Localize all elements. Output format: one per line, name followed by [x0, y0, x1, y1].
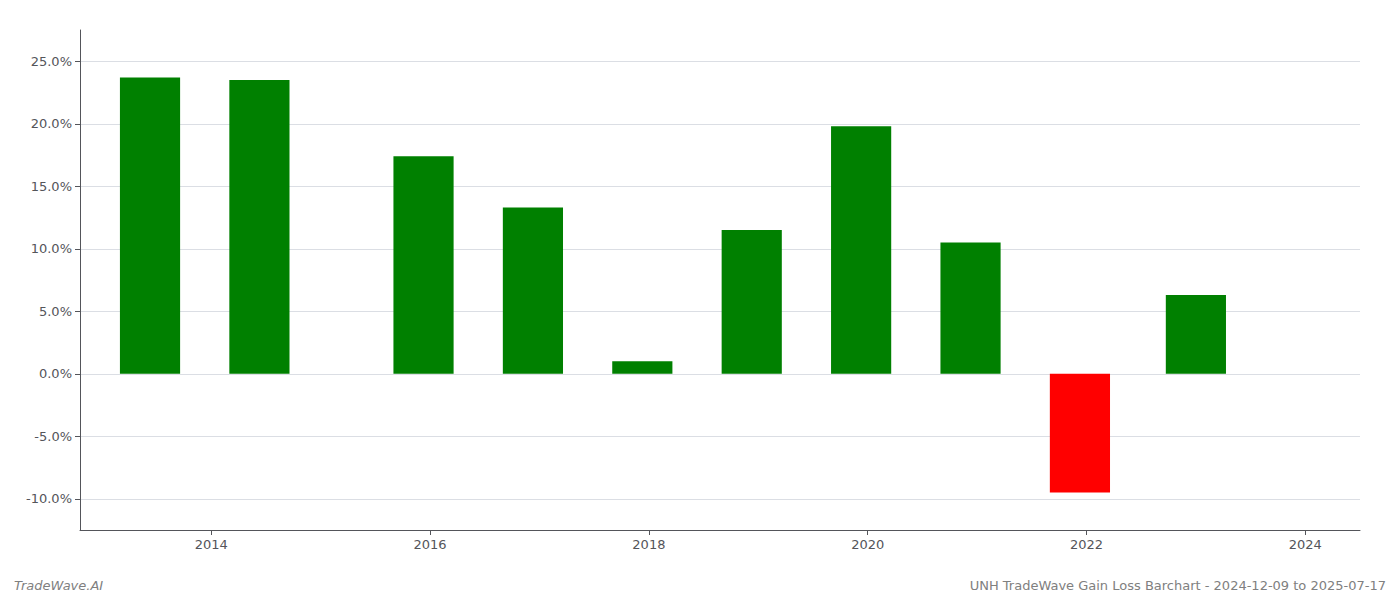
svg-text:25.0%: 25.0%: [31, 54, 72, 69]
svg-text:2016: 2016: [414, 537, 447, 552]
svg-text:10.0%: 10.0%: [31, 241, 72, 256]
svg-text:UNH TradeWave Gain Loss Barcha: UNH TradeWave Gain Loss Barchart - 2024-…: [970, 578, 1386, 593]
svg-text:5.0%: 5.0%: [39, 304, 72, 319]
svg-text:2018: 2018: [632, 537, 665, 552]
svg-text:2020: 2020: [851, 537, 884, 552]
svg-text:TradeWave.AI: TradeWave.AI: [14, 578, 103, 593]
svg-text:2014: 2014: [195, 537, 228, 552]
svg-text:-5.0%: -5.0%: [34, 429, 72, 444]
svg-text:2024: 2024: [1289, 537, 1322, 552]
svg-text:0.0%: 0.0%: [39, 366, 72, 381]
svg-text:15.0%: 15.0%: [31, 179, 72, 194]
svg-text:-10.0%: -10.0%: [26, 491, 72, 506]
svg-text:2022: 2022: [1070, 537, 1103, 552]
svg-text:20.0%: 20.0%: [31, 116, 72, 131]
